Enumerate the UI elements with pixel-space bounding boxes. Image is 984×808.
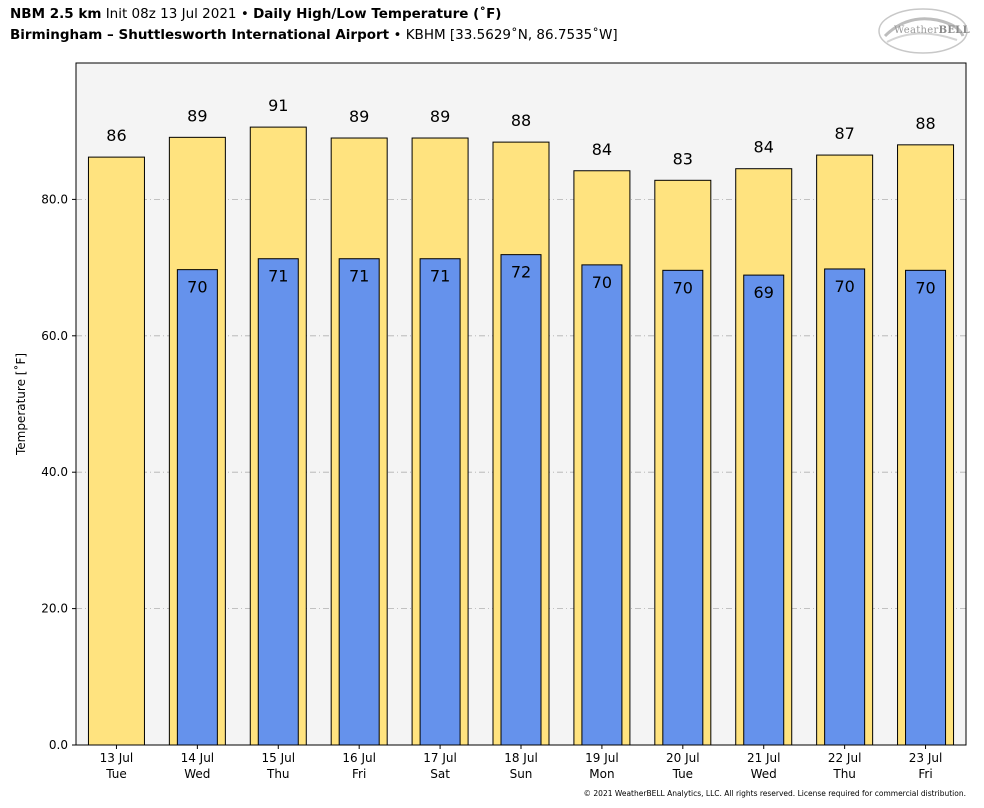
y-tick-label: 20.0 bbox=[41, 602, 68, 616]
low-value-label: 72 bbox=[511, 263, 531, 282]
low-bar bbox=[662, 269, 704, 746]
high-value-label: 89 bbox=[430, 107, 450, 126]
high-value-label: 84 bbox=[754, 138, 774, 157]
low-bar bbox=[176, 269, 218, 746]
low-value-label: 70 bbox=[834, 277, 854, 296]
x-tick-label-day: Fri bbox=[918, 767, 932, 781]
low-value-label: 69 bbox=[754, 283, 774, 302]
y-tick-label: 60.0 bbox=[41, 329, 68, 343]
low-value-label: 70 bbox=[187, 278, 207, 297]
high-value-label: 89 bbox=[349, 107, 369, 126]
high-value-label: 91 bbox=[268, 96, 288, 115]
low-bar bbox=[500, 254, 542, 746]
high-value-label: 87 bbox=[834, 124, 854, 143]
low-value-label: 70 bbox=[673, 278, 693, 297]
x-tick-label-day: Mon bbox=[589, 767, 614, 781]
x-tick-label-date: 16 Jul bbox=[342, 751, 376, 765]
low-value-label: 70 bbox=[915, 278, 935, 297]
y-axis-label: Temperature [˚F] bbox=[13, 353, 28, 456]
x-tick-label-date: 21 Jul bbox=[747, 751, 781, 765]
y-tick-label: 80.0 bbox=[41, 192, 68, 206]
x-tick-label-date: 18 Jul bbox=[504, 751, 538, 765]
model-name: NBM 2.5 km bbox=[10, 6, 102, 22]
chart-header-line-2: Birmingham – Shuttlesworth International… bbox=[10, 27, 618, 43]
y-tick-label: 40.0 bbox=[41, 465, 68, 479]
high-bar bbox=[87, 156, 145, 746]
plot-frame bbox=[75, 62, 967, 746]
weatherbell-logo bbox=[878, 8, 968, 54]
separator-bullet: • bbox=[240, 6, 249, 22]
high-value-label: 84 bbox=[592, 140, 612, 159]
x-tick-label-date: 23 Jul bbox=[909, 751, 943, 765]
y-axis: 0.0 20.0 40.0 60.0 80.0 bbox=[41, 192, 76, 752]
x-tick-label-day: Sat bbox=[430, 767, 450, 781]
logo-wordmark: WeatherBELL bbox=[894, 25, 970, 36]
x-tick-label-day: Sun bbox=[510, 767, 533, 781]
low-value-label: 71 bbox=[268, 267, 288, 286]
x-tick-label-date: 20 Jul bbox=[666, 751, 700, 765]
x-axis: 13 Jul Tue 14 Jul Wed 15 Jul Thu 16 Jul Fri 17 J… bbox=[100, 745, 943, 781]
chart-header-line-1: NBM 2.5 km Init 08z 13 Jul 2021 • Daily … bbox=[10, 6, 501, 22]
x-tick-label-day: Tue bbox=[105, 767, 127, 781]
high-value-label: 83 bbox=[673, 149, 693, 168]
low-bar bbox=[419, 258, 461, 746]
low-bar bbox=[257, 258, 299, 746]
low-value-label: 71 bbox=[430, 267, 450, 286]
product-name: Daily High/Low Temperature (˚F) bbox=[253, 6, 502, 22]
separator-bullet: • bbox=[393, 27, 402, 43]
high-value-label: 86 bbox=[106, 126, 126, 145]
x-tick-label-day: Wed bbox=[751, 767, 777, 781]
value-labels: 86 89 70 91 71 89 71 89 71 88 72 84 70 83 70 84 69 87 70 88… bbox=[106, 96, 935, 302]
low-bar bbox=[743, 274, 785, 746]
init-time: Init 08z 13 Jul 2021 bbox=[105, 6, 237, 22]
x-tick-label-date: 17 Jul bbox=[423, 751, 457, 765]
low-bar bbox=[338, 258, 380, 746]
x-tick-label-day: Fri bbox=[352, 767, 366, 781]
x-tick-label-date: 15 Jul bbox=[261, 751, 295, 765]
high-value-label: 89 bbox=[187, 106, 207, 125]
low-value-label: 70 bbox=[592, 273, 612, 292]
low-temperature-bars bbox=[176, 254, 947, 746]
x-tick-label-date: 13 Jul bbox=[100, 751, 134, 765]
x-tick-label-day: Tue bbox=[672, 767, 694, 781]
location-name: Birmingham – Shuttlesworth International… bbox=[10, 27, 390, 43]
low-bar bbox=[581, 264, 623, 746]
low-value-label: 71 bbox=[349, 267, 369, 286]
x-tick-label-day: Thu bbox=[266, 767, 290, 781]
x-tick-label-date: 19 Jul bbox=[585, 751, 619, 765]
low-bar bbox=[824, 268, 866, 746]
station-info: KBHM [33.5629˚N, 86.7535˚W] bbox=[405, 27, 618, 43]
x-tick-label-day: Wed bbox=[184, 767, 210, 781]
high-value-label: 88 bbox=[915, 114, 935, 133]
x-tick-label-day: Thu bbox=[832, 767, 856, 781]
high-value-label: 88 bbox=[511, 111, 531, 130]
x-tick-label-date: 14 Jul bbox=[181, 751, 215, 765]
y-tick-label: 0.0 bbox=[49, 738, 68, 752]
low-bar bbox=[905, 269, 947, 746]
x-tick-label-date: 22 Jul bbox=[828, 751, 862, 765]
copyright-notice: © 2021 WeatherBELL Analytics, LLC. All r… bbox=[583, 789, 966, 798]
